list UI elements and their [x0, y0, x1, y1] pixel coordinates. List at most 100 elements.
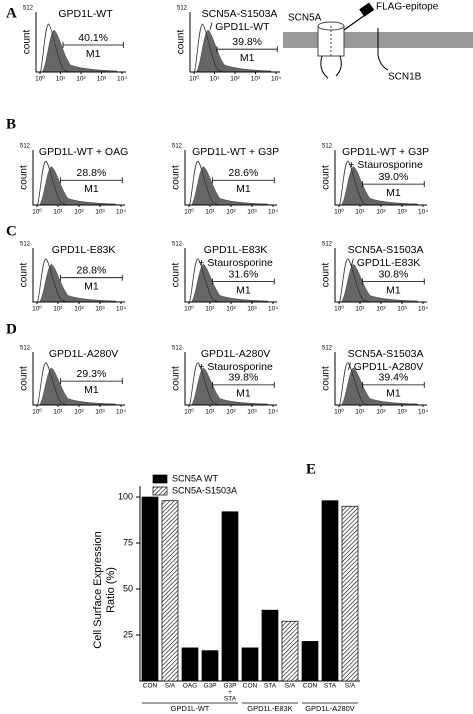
gate-percent: 28.8% — [77, 167, 107, 179]
x-tick-label: 10³ — [247, 409, 257, 416]
x-tick-label: 10⁴ — [116, 409, 126, 416]
x-tick-label: 10⁰ — [184, 305, 194, 313]
y-axis-label: count — [171, 366, 182, 391]
histogram-control — [40, 23, 69, 73]
x-tick-label: 10² — [376, 306, 386, 313]
x-tick-label: 10⁰ — [334, 305, 344, 313]
x-tick-label: 10⁰ — [32, 208, 42, 216]
y-max-label: 512 — [23, 6, 34, 12]
x-tick-label: 10¹ — [56, 76, 66, 83]
axes — [189, 12, 280, 73]
x-tick-label: 10¹ — [355, 209, 365, 216]
plot-title: SCN5A-S1503A — [348, 244, 424, 256]
histogram-control — [37, 258, 67, 303]
axes — [184, 150, 277, 206]
plot-title: + Staurosporine — [198, 257, 273, 269]
gate-bracket — [362, 181, 425, 188]
gate-name: M1 — [386, 284, 401, 296]
gate-name: M1 — [386, 187, 401, 199]
x-tick-label: 10² — [226, 306, 236, 313]
x-tick-label: 10⁰ — [35, 75, 45, 83]
x-tick-label: 10⁴ — [268, 409, 278, 416]
gate-percent: 39.0% — [379, 171, 409, 183]
gate-bracket — [216, 46, 278, 53]
x-tick-label: 10¹ — [53, 306, 63, 313]
y-max-label: 512 — [177, 6, 188, 12]
gate-name: M1 — [236, 284, 251, 296]
gate-name: M1 — [240, 52, 255, 64]
gate-percent: 28.6% — [229, 167, 259, 179]
subunit-label: SCN1B — [388, 72, 422, 83]
gate-percent: 31.6% — [229, 268, 259, 280]
y-max-label: 512 — [172, 346, 183, 352]
x-tick-label: 10⁴ — [418, 409, 428, 416]
x-tick-label: 10⁰ — [184, 208, 194, 216]
bar — [301, 641, 319, 682]
x-tick-label: 10³ — [251, 76, 261, 83]
gate-bracket — [60, 177, 123, 184]
y-tick-label: 50 — [123, 583, 133, 593]
x-tick-label: 10¹ — [210, 76, 220, 83]
histogram-control — [37, 160, 67, 206]
axes — [32, 150, 125, 206]
bar — [141, 496, 159, 682]
beta-subunit — [377, 28, 389, 71]
x-tick-label: 10⁴ — [418, 209, 428, 216]
x-tick-label: 10⁴ — [116, 209, 126, 216]
plot-title: / GPD1L-A280V — [348, 361, 423, 373]
x-tick-label: 10⁰ — [32, 408, 42, 416]
panel-label: A — [6, 5, 17, 21]
gate-bracket — [212, 278, 275, 285]
plot-title: GPD1L-A280V — [49, 348, 118, 360]
bar — [281, 620, 299, 682]
x-tick-label: G3P — [223, 683, 236, 690]
x-tick-label: 10² — [226, 409, 236, 416]
axes — [184, 352, 277, 406]
x-tick-label: CON — [143, 683, 158, 690]
gate-bracket — [212, 381, 275, 388]
legend-label: SCN5A-S1503A — [172, 485, 237, 495]
gate-percent: 39.8% — [229, 372, 259, 384]
x-tick-label: 10² — [376, 209, 386, 216]
gate-percent: 30.8% — [379, 268, 409, 280]
x-tick-label: 10³ — [95, 306, 105, 313]
x-tick-label: 10¹ — [355, 306, 365, 313]
histogram-filled — [190, 166, 269, 206]
plot-title: GPD1L-WT + OAG — [39, 146, 128, 158]
histogram-control — [339, 258, 369, 303]
histogram-control — [339, 160, 369, 206]
histogram-filled — [38, 367, 117, 406]
plot-title: / GPD1L-E83K — [351, 257, 420, 269]
x-tick-label: STA — [264, 683, 277, 690]
x-tick-label: 10⁴ — [268, 209, 278, 216]
panel-label: D — [6, 321, 17, 337]
x-tick-label: 10³ — [95, 409, 105, 416]
x-tick-label: 10¹ — [205, 409, 215, 416]
x-tick-label: STA — [224, 696, 237, 703]
bar — [321, 500, 339, 682]
bar — [261, 609, 279, 682]
x-tick-label: 10⁴ — [116, 306, 126, 313]
x-tick-label: 10⁰ — [189, 75, 199, 83]
x-tick-label: 10² — [376, 409, 386, 416]
x-tick-label: 10³ — [97, 76, 107, 83]
gate-bracket — [362, 381, 425, 388]
plot-title: GPD1L-A280V — [201, 348, 270, 360]
gate-name: M1 — [236, 183, 251, 195]
gate-bracket — [60, 378, 123, 385]
gate-name: M1 — [84, 280, 99, 292]
epitope-label: FLAG-epitope — [376, 2, 439, 13]
bar — [241, 647, 259, 682]
axes — [35, 12, 126, 73]
bar — [181, 647, 199, 682]
x-tick-label: 10² — [74, 209, 84, 216]
y-axis-label: count — [19, 263, 30, 288]
legend-swatch — [152, 486, 168, 496]
y-max-label: 512 — [20, 242, 31, 248]
axes — [334, 248, 427, 303]
y-axis-label: count — [19, 366, 30, 391]
x-tick-label: OAG — [183, 683, 197, 690]
x-tick-label: 10⁰ — [334, 408, 344, 416]
x-tick-label: CON — [303, 683, 318, 690]
y-max-label: 512 — [20, 144, 31, 150]
